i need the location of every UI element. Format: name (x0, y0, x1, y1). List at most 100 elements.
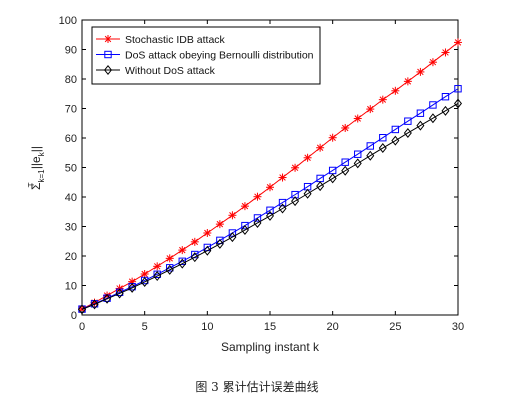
series-3-point (403, 127, 412, 138)
series-1-point (353, 114, 362, 123)
series-1-point (153, 262, 162, 271)
y-tick-label: 10 (65, 281, 77, 293)
series-3-point (203, 245, 212, 256)
y-tick-label: 80 (65, 74, 77, 86)
series-1-point (303, 153, 312, 162)
x-axis-label: Sampling instant k (221, 340, 320, 354)
series-2-point (454, 85, 462, 93)
series-1-point (253, 192, 262, 201)
legend-item: Stochastic IDB attack (96, 34, 226, 46)
series-1-point (403, 77, 412, 86)
y-axis-label-sub: k=1 (37, 169, 46, 183)
series-3-point (378, 143, 387, 154)
series-2-point (366, 142, 374, 150)
series-3-point (215, 238, 224, 249)
legend-item: Without DoS attack (96, 65, 216, 77)
x-tick-label: 20 (327, 321, 339, 333)
series-layer (77, 38, 463, 315)
series-2-line (81, 88, 459, 310)
series-1-point (428, 58, 437, 67)
series-1-point (165, 254, 174, 263)
series-1-point (416, 67, 425, 76)
x-tick-label: 30 (452, 321, 464, 333)
legend-marker (104, 35, 112, 43)
series-2-point (291, 190, 299, 199)
x-tick-label: 10 (201, 321, 213, 333)
y-axis-label: Σk=1T ||ek|| (27, 146, 46, 190)
series-1-point (278, 173, 287, 182)
series-3 (77, 98, 463, 315)
series-3-point (190, 252, 199, 263)
y-tick-label: 100 (59, 15, 77, 27)
series-1-point (291, 163, 300, 172)
series-3-point (115, 288, 124, 299)
series-1-point (115, 284, 124, 293)
y-axis-label-sup: T (27, 182, 36, 187)
series-1-point (228, 211, 237, 220)
x-tick-label: 0 (79, 321, 85, 333)
series-1-point (240, 202, 249, 211)
series-1-point (378, 95, 387, 104)
series-1-point (215, 220, 224, 229)
series-1-point (203, 228, 212, 237)
series-3-point (253, 217, 262, 228)
x-tick-label: 15 (264, 321, 276, 333)
series-3-point (178, 258, 187, 269)
series-1-point (328, 133, 337, 142)
y-axis-label-rest: ||e (29, 156, 43, 173)
series-3-point (291, 196, 300, 207)
series-1-point (140, 269, 149, 278)
series-3-point (228, 232, 237, 243)
series-3-point (103, 293, 112, 304)
x-tick-label: 5 (142, 321, 148, 333)
series-3-point (453, 98, 463, 109)
y-tick-label: 90 (65, 45, 77, 57)
y-axis-label-rest-sub: k (37, 151, 46, 156)
y-tick-label: 0 (71, 310, 77, 322)
series-2-point (228, 229, 237, 237)
ticks-layer: 0 5 10 15 20 25 30 0 10 20 30 40 50 60 70 80 90 100 (59, 15, 464, 333)
series-1-point (178, 246, 187, 255)
series-2-point (241, 221, 249, 230)
series-3-point (278, 203, 287, 214)
series-3-point (303, 188, 312, 199)
x-tick-label: 25 (389, 321, 401, 333)
series-2-point (404, 117, 412, 125)
y-axis-label-base: Σ (29, 183, 43, 190)
series-1-point (266, 183, 274, 192)
series-1-point (441, 48, 450, 57)
series-2-point (178, 257, 186, 266)
legend: Stochastic IDB attack DoS attack obeying … (91, 26, 321, 85)
y-tick-label: 60 (65, 133, 77, 145)
series-2-point (354, 150, 362, 158)
series-1-point (391, 86, 400, 95)
series-3-point (366, 150, 375, 161)
series-1-point (454, 38, 462, 47)
y-tick-label: 30 (65, 222, 77, 234)
y-tick-label: 40 (65, 192, 77, 204)
legend-label: DoS attack obeying Bernoulli distributio… (125, 49, 314, 61)
series-2-point (278, 198, 287, 207)
series-2-point (341, 158, 349, 166)
series-1-point (190, 237, 199, 246)
series-3-point (441, 105, 450, 116)
series-2-point (391, 125, 400, 134)
series-3-point (90, 299, 99, 310)
legend-marker (103, 64, 113, 76)
series-3-point (240, 225, 249, 236)
y-axis-label-tail: || (29, 146, 43, 152)
series-3-point (341, 165, 350, 176)
series-3-point (128, 282, 137, 293)
legend-label: Without DoS attack (125, 65, 216, 77)
series-1-point (316, 143, 325, 152)
legend-label: Stochastic IDB attack (125, 34, 226, 46)
y-tick-label: 20 (65, 251, 77, 263)
series-2-point (266, 206, 274, 214)
y-tick-label: 50 (65, 163, 77, 175)
series-1-point (341, 123, 350, 132)
series-2-point (379, 134, 387, 142)
series-3-point (153, 271, 162, 282)
series-2-point (429, 101, 437, 109)
figure-caption: 图 3 累计估计误差曲线 (195, 380, 319, 394)
y-tick-label: 70 (65, 104, 77, 116)
